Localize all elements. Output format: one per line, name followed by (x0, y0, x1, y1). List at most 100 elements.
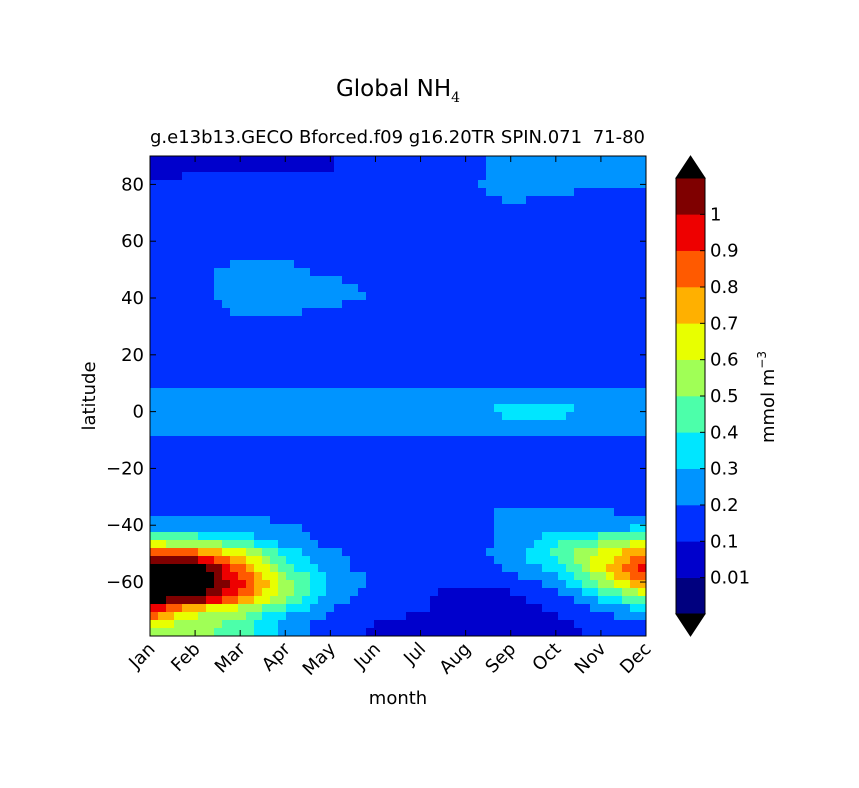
heatmap-cell (326, 228, 335, 237)
heatmap-cell (174, 612, 183, 621)
heatmap-cell (526, 404, 535, 413)
heatmap-cell (414, 532, 423, 541)
heatmap-cell (222, 500, 231, 509)
heatmap-cell (638, 596, 647, 605)
heatmap-cell (310, 460, 319, 469)
heatmap-cell (206, 556, 215, 565)
heatmap-cell (222, 588, 231, 597)
heatmap-cell (598, 540, 607, 549)
heatmap-cell (622, 460, 631, 469)
heatmap-cell (550, 572, 559, 581)
heatmap-cell (318, 428, 327, 437)
heatmap-cell (462, 372, 471, 381)
heatmap-cell (390, 564, 399, 573)
heatmap-cell (286, 460, 295, 469)
heatmap-cell (526, 420, 535, 429)
heatmap-cell (334, 500, 343, 509)
heatmap-cell (222, 508, 231, 517)
heatmap-cell (222, 556, 231, 565)
heatmap-cell (158, 532, 167, 541)
heatmap-cell (246, 204, 255, 213)
heatmap-cell (366, 284, 375, 293)
chart-title-text: Global NH (335, 76, 452, 102)
heatmap-cell (182, 540, 191, 549)
heatmap-cell (166, 164, 175, 173)
heatmap-cell (326, 340, 335, 349)
heatmap-cell (606, 196, 615, 205)
heatmap-cell (590, 548, 599, 557)
heatmap-cell (366, 196, 375, 205)
heatmap-cell (518, 588, 527, 597)
heatmap-cell (494, 156, 503, 165)
heatmap-cell (294, 204, 303, 213)
heatmap-cell (494, 452, 503, 461)
heatmap-cell (526, 524, 535, 533)
heatmap-cell (438, 244, 447, 253)
heatmap-cell (446, 308, 455, 317)
heatmap-cell (366, 220, 375, 229)
heatmap-cell (478, 172, 487, 181)
heatmap-cell (302, 172, 311, 181)
heatmap-cell (230, 532, 239, 541)
heatmap-cell (542, 340, 551, 349)
heatmap-cell (374, 292, 383, 301)
heatmap-cell (582, 500, 591, 509)
heatmap-cell (486, 508, 495, 517)
heatmap-cell (254, 284, 263, 293)
heatmap-cell (550, 252, 559, 261)
heatmap-cell (342, 164, 351, 173)
heatmap-cell (582, 628, 591, 637)
heatmap-cell (366, 532, 375, 541)
heatmap-cell (374, 196, 383, 205)
heatmap-cell (214, 292, 223, 301)
heatmap-cell (326, 540, 335, 549)
heatmap-cell (214, 516, 223, 525)
heatmap-cell (294, 236, 303, 245)
heatmap-cell (598, 380, 607, 389)
heatmap-cell (334, 420, 343, 429)
heatmap-cell (422, 212, 431, 221)
heatmap-cell (342, 308, 351, 317)
heatmap-cell (390, 324, 399, 333)
heatmap-cell (270, 236, 279, 245)
heatmap-cell (414, 436, 423, 445)
heatmap-cell (478, 524, 487, 533)
heatmap-cell (182, 564, 191, 573)
heatmap-cells (150, 156, 647, 637)
heatmap-cell (574, 612, 583, 621)
heatmap-cell (422, 180, 431, 189)
heatmap-cell (158, 348, 167, 357)
heatmap-cell (566, 228, 575, 237)
heatmap-cell (222, 292, 231, 301)
heatmap-cell (398, 372, 407, 381)
heatmap-cell (262, 236, 271, 245)
heatmap-cell (510, 484, 519, 493)
heatmap-cell (470, 476, 479, 485)
heatmap-cell (222, 156, 231, 165)
heatmap-cell (230, 228, 239, 237)
heatmap-cell (494, 436, 503, 445)
heatmap-cell (574, 252, 583, 261)
heatmap-cell (622, 380, 631, 389)
heatmap-cell (542, 548, 551, 557)
heatmap-cell (526, 412, 535, 421)
heatmap-cell (606, 508, 615, 517)
heatmap-cell (374, 300, 383, 309)
heatmap-cell (390, 244, 399, 253)
heatmap-cell (422, 428, 431, 437)
heatmap-cell (614, 284, 623, 293)
chart-title-subscript: 4 (451, 90, 461, 106)
heatmap-cell (598, 348, 607, 357)
heatmap-cell (366, 164, 375, 173)
heatmap-cell (246, 580, 255, 589)
heatmap-cell (230, 372, 239, 381)
heatmap-cell (182, 620, 191, 629)
heatmap-cell (542, 484, 551, 493)
heatmap-cell (470, 340, 479, 349)
heatmap-cell (430, 388, 439, 397)
heatmap-cell (574, 348, 583, 357)
heatmap-cell (222, 580, 231, 589)
heatmap-cell (598, 500, 607, 509)
heatmap-cell (206, 372, 215, 381)
heatmap-cell (294, 428, 303, 437)
